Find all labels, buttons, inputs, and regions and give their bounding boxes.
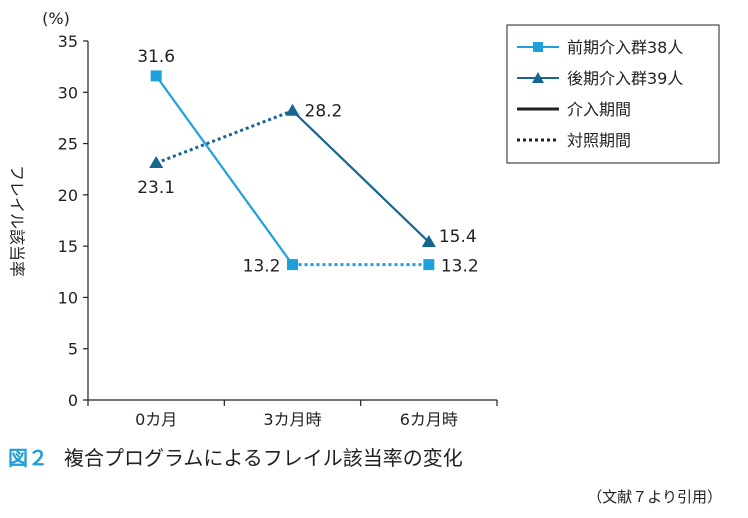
series-1-point xyxy=(423,259,435,271)
y-axis-unit: (%) xyxy=(42,9,70,28)
series-2-segment xyxy=(155,109,294,165)
legend-label: 対照期間 xyxy=(567,131,631,150)
axes xyxy=(87,41,497,401)
line-chart: 0 5 10 15 20 25 30 35 0カ月 3カ月時 6カ月時 (%) フレイル該当率 3… xyxy=(8,9,720,429)
figure-caption: 図２ 複合プログラムによるフレイル該当率の変化 xyxy=(8,442,463,471)
data-labels: 31.6 13.2 13.2 23.1 28.2 15.4 xyxy=(137,47,478,277)
legend-label: 前期介入群38人 xyxy=(567,38,683,57)
y-tick-label: 30 xyxy=(58,83,78,102)
legend-label: 後期介入群39人 xyxy=(567,69,683,88)
x-tick-label: 0カ月 xyxy=(135,410,177,429)
data-label: 31.6 xyxy=(137,47,175,67)
legend-label: 介入期間 xyxy=(567,100,631,119)
data-label: 28.2 xyxy=(305,102,343,122)
y-tick-label: 10 xyxy=(58,288,78,307)
y-tick-label: 5 xyxy=(68,340,78,359)
series-2-point xyxy=(285,103,300,116)
series-2-point xyxy=(149,156,164,169)
x-tick-label: 6カ月時 xyxy=(400,410,458,429)
series-1-point xyxy=(150,70,162,82)
y-axis-label: フレイル該当率 xyxy=(8,165,27,277)
series-1-point xyxy=(287,259,298,271)
series-2-point xyxy=(421,235,436,248)
y-tick-label: 35 xyxy=(58,32,78,51)
figure-title: 複合プログラムによるフレイル該当率の変化 xyxy=(64,446,463,470)
series-markers xyxy=(149,70,436,271)
x-axis-ticks: 0カ月 3カ月時 6カ月時 xyxy=(87,400,498,429)
legend-marker xyxy=(532,72,544,83)
figure-number: 図２ xyxy=(8,446,48,470)
y-tick-label: 0 xyxy=(68,391,78,410)
data-label: 13.2 xyxy=(243,257,281,277)
source-citation: （文献７より引用） xyxy=(587,488,722,506)
x-tick-label: 3カ月時 xyxy=(263,410,321,429)
data-label: 13.2 xyxy=(441,257,479,277)
y-tick-label: 20 xyxy=(58,186,78,205)
data-label: 15.4 xyxy=(439,227,477,247)
y-tick-label: 25 xyxy=(58,135,78,154)
series-lines xyxy=(155,75,430,267)
data-label: 23.1 xyxy=(137,178,175,198)
series-2-segment xyxy=(291,109,430,243)
legend-marker xyxy=(533,42,543,52)
y-axis-ticks: 0 5 10 15 20 25 30 35 xyxy=(58,32,88,410)
series-1-segment xyxy=(155,75,294,266)
y-tick-label: 15 xyxy=(58,237,78,256)
